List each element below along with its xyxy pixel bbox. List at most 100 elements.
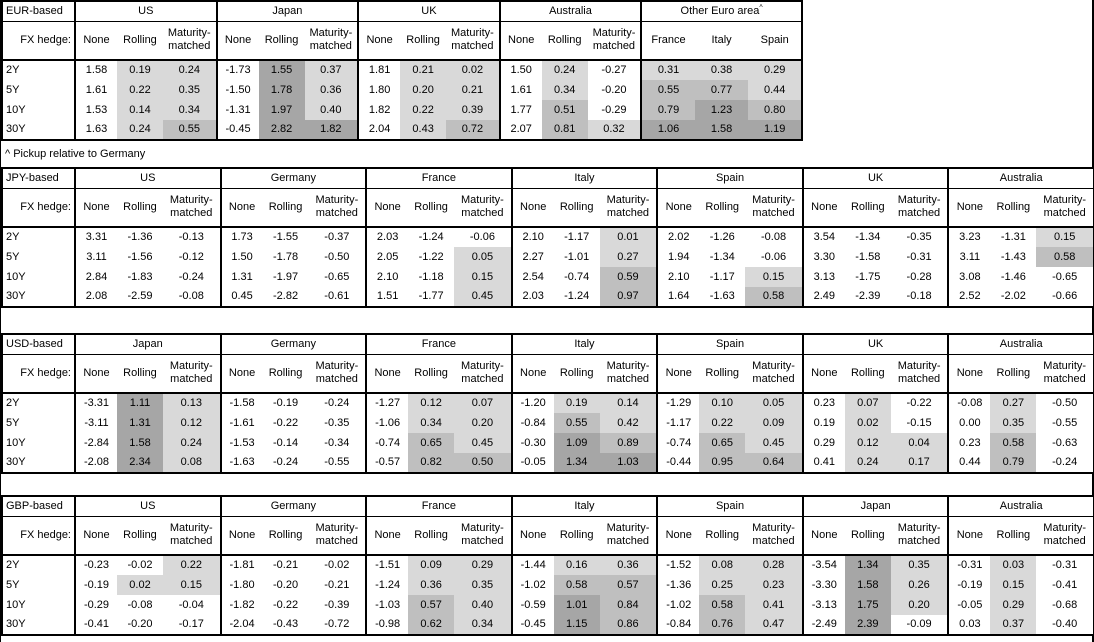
data-cell: 1.75: [844, 595, 891, 615]
tenor-label: 30Y: [2, 287, 76, 307]
data-cell: 0.26: [890, 575, 949, 595]
subcolumn-header: None: [498, 21, 542, 61]
country-header: France: [365, 168, 513, 189]
data-cell: 0.39: [446, 100, 500, 120]
data-cell: -0.31: [947, 555, 991, 575]
data-cell: 0.35: [163, 80, 217, 100]
data-cell: -0.44: [656, 453, 700, 473]
country-header: Australia: [947, 334, 1094, 355]
subcolumn-header: None: [656, 516, 700, 556]
data-cell: -3.13: [801, 595, 845, 615]
data-cell: 2.03: [365, 227, 409, 247]
data-cell: 0.27: [599, 247, 658, 267]
data-cell: -0.05: [510, 453, 554, 473]
subcolumn-header: Rolling: [699, 516, 746, 556]
data-cell: 2.54: [510, 267, 554, 287]
data-cell: -0.19: [947, 575, 991, 595]
data-cell: 0.86: [599, 615, 658, 635]
data-cell: 0.65: [408, 433, 455, 453]
data-cell: 0.40: [454, 595, 512, 615]
subcolumn-header: Maturity-matched: [890, 188, 949, 228]
tenor-label: 2Y: [2, 227, 76, 247]
data-cell: -1.17: [564, 231, 590, 243]
footnote-pickup-relative-to-germany: ^ Pickup relative to Germany: [5, 148, 146, 160]
data-cell: 0.02: [446, 60, 500, 80]
tenor-label: 10Y: [2, 100, 76, 120]
subcolumn-header: Maturity-matched: [599, 188, 658, 228]
subcolumn-header: Maturity-matched: [454, 354, 512, 394]
data-cell: 0.16: [553, 555, 600, 575]
data-cell: -0.39: [324, 598, 350, 611]
data-cell: 0.36: [408, 575, 455, 595]
data-cell: -1.17: [709, 270, 735, 283]
country-header: Spain: [656, 334, 804, 355]
data-cell: 0.50: [454, 453, 512, 473]
data-cell: 0.44: [947, 453, 991, 473]
data-cell: 3.54: [801, 227, 845, 247]
data-cell: -0.65: [1052, 270, 1078, 283]
data-cell: 1.58: [844, 575, 891, 595]
data-cell: -0.31: [906, 250, 932, 263]
data-cell: 3.13: [801, 267, 845, 287]
data-cell: 1.82: [304, 120, 359, 140]
data-cell: -0.14: [273, 436, 299, 449]
data-cell: 0.15: [163, 575, 221, 595]
data-cell: -0.50: [1052, 397, 1078, 409]
data-cell: 3.11: [74, 247, 117, 267]
data-cell: 3.23: [947, 227, 991, 247]
subcolumn-header: Maturity-matched: [1036, 354, 1094, 394]
subcolumn-header: None: [801, 188, 845, 228]
data-cell: -3.54: [801, 555, 845, 575]
subcolumn-header: Rolling: [553, 188, 600, 228]
data-cell: 0.34: [408, 413, 455, 433]
country-header: France: [365, 334, 513, 355]
data-cell: -0.08: [127, 598, 153, 611]
data-cell: 2.49: [801, 287, 845, 307]
data-cell: -1.83: [127, 270, 153, 283]
data-cell: 1.15: [553, 615, 600, 635]
subcolumn-header: None: [219, 354, 263, 394]
data-cell: 2.02: [656, 227, 700, 247]
data-cell: -0.74: [365, 433, 409, 453]
data-cell: -0.17: [178, 618, 204, 630]
data-cell: 0.62: [408, 615, 455, 635]
data-cell: -0.30: [510, 433, 554, 453]
data-cell: -0.12: [178, 250, 204, 263]
data-cell: 0.17: [890, 453, 949, 473]
data-cell: -1.46: [1000, 270, 1026, 283]
data-cell: -1.24: [418, 231, 444, 243]
data-cell: -1.80: [219, 575, 263, 595]
data-cell: 0.07: [844, 393, 891, 413]
data-cell: 0.77: [694, 80, 749, 100]
subcolumn-header: Rolling: [408, 516, 455, 556]
data-cell: -1.17: [656, 413, 700, 433]
data-cell: -1.81: [219, 555, 263, 575]
subcolumn-header: None: [801, 354, 845, 394]
data-cell: -1.63: [709, 290, 735, 302]
subcolumn-header: Rolling: [408, 188, 455, 228]
data-cell: 0.45: [454, 433, 512, 453]
data-cell: 0.10: [699, 393, 746, 413]
data-cell: 0.57: [408, 595, 455, 615]
data-cell: -2.04: [219, 615, 263, 635]
data-cell: 2.10: [510, 227, 554, 247]
data-cell: 0.15: [990, 575, 1037, 595]
country-header: Spain: [656, 496, 804, 517]
subcolumn-header: Maturity-matched: [890, 516, 949, 556]
data-cell: -0.55: [1052, 416, 1078, 429]
data-cell: 0.02: [844, 413, 891, 433]
data-cell: 0.76: [699, 615, 746, 635]
data-cell: -1.24: [564, 290, 590, 302]
data-cell: 0.35: [890, 555, 949, 575]
data-cell: 0.22: [163, 555, 221, 575]
country-header: US: [74, 168, 222, 189]
fx-hedge-label: FX hedge:: [2, 188, 76, 228]
data-cell: -0.22: [273, 416, 299, 429]
data-cell: 0.64: [745, 453, 803, 473]
data-cell: 0.24: [541, 60, 588, 80]
data-cell: -0.20: [273, 578, 299, 591]
data-cell: 0.20: [454, 413, 512, 433]
subcolumn-header: Rolling: [117, 354, 163, 394]
data-cell: -0.19: [273, 397, 299, 409]
data-cell: 1.78: [258, 80, 305, 100]
